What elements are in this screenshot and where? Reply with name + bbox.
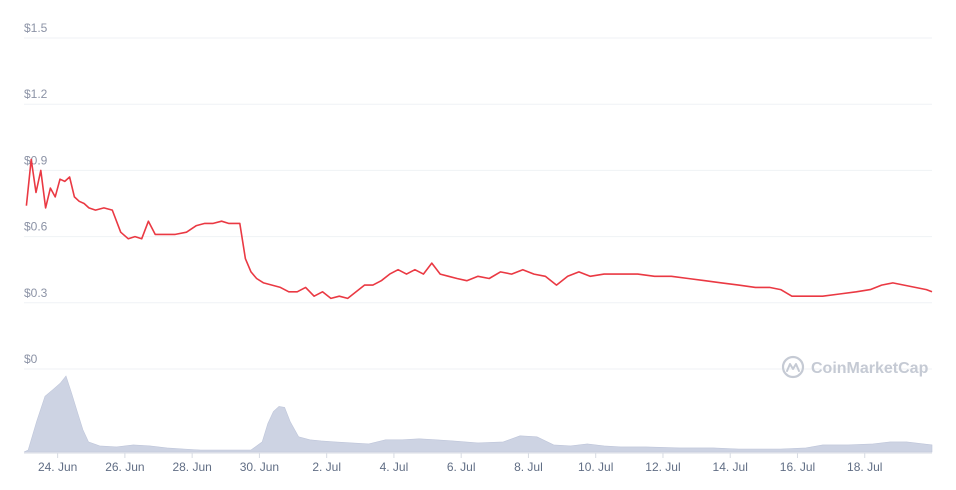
x-tick-label: 26. Jun (105, 460, 144, 474)
y-tick-label: $1.5 (24, 21, 48, 35)
y-tick-label: $1.2 (24, 87, 48, 101)
x-tick-label: 18. Jul (847, 460, 882, 474)
price-line-layer (25, 158, 933, 300)
y-tick-label: $0 (24, 352, 38, 366)
y-tick-label: $0.6 (24, 220, 48, 234)
x-tick-label: 2. Jul (312, 460, 341, 474)
x-axis-ticks: 24. Jun 26. Jun 28. Jun 30. Jun 2. Jul 4. Jul… (38, 453, 882, 474)
x-tick-label: 6. Jul (447, 460, 476, 474)
y-tick-label: $0.9 (24, 153, 48, 167)
y-tick-label: $0.3 (24, 286, 48, 300)
x-tick-label: 14. Jul (713, 460, 748, 474)
x-tick-label: 4. Jul (380, 460, 409, 474)
volume-area (23, 375, 933, 453)
gridlines (24, 37, 932, 370)
watermark-brand-text: CoinMarketCap (811, 360, 929, 377)
x-tick-label: 30. Jun (240, 460, 279, 474)
x-tick-label: 8. Jul (514, 460, 543, 474)
y-axis-ticks: $0 $0.3 $0.6 $0.9 $1.2 $1.5 (24, 21, 48, 366)
coinmarketcap-watermark: CoinMarketCap (781, 355, 929, 379)
x-tick-label: 10. Jul (578, 460, 613, 474)
coinmarketcap-logo-icon (781, 355, 805, 379)
x-tick-label: 12. Jul (645, 460, 680, 474)
x-tick-label: 28. Jun (172, 460, 211, 474)
price-line (25, 158, 933, 300)
volume-area-layer (23, 375, 933, 453)
x-tick-label: 24. Jun (38, 460, 77, 474)
x-tick-label: 16. Jul (780, 460, 815, 474)
